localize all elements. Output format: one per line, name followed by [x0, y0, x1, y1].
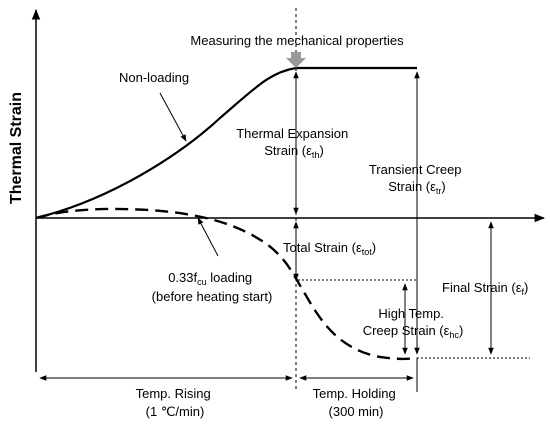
measuring-arrow-marker [286, 52, 306, 68]
loading-label: 0.33fcu loading (before heating start) [152, 270, 273, 304]
final-strain-label: Final Strain (εf) [442, 280, 528, 297]
thermal-expansion-label: Thermal Expansion Strain (εth) [236, 126, 352, 160]
y-axis-label: Thermal Strain [8, 92, 25, 204]
temp-rising-label: Temp. Rising (1 ℃/min) [136, 386, 215, 419]
transient-creep-label: Transient Creep Strain (εtr) [369, 162, 465, 196]
non-loading-curve [35, 66, 417, 220]
temp-holding-label: Temp. Holding (300 min) [313, 386, 400, 419]
loading-leader [197, 217, 219, 257]
non-loading-label: Non-loading [119, 70, 189, 85]
total-strain-label: Total Strain (εtot) [283, 240, 376, 257]
non-loading-leader [159, 92, 187, 142]
high-temp-creep-label: High Temp. Creep Strain (εhc) [363, 306, 464, 340]
measuring-label: Measuring the mechanical properties [190, 33, 404, 48]
